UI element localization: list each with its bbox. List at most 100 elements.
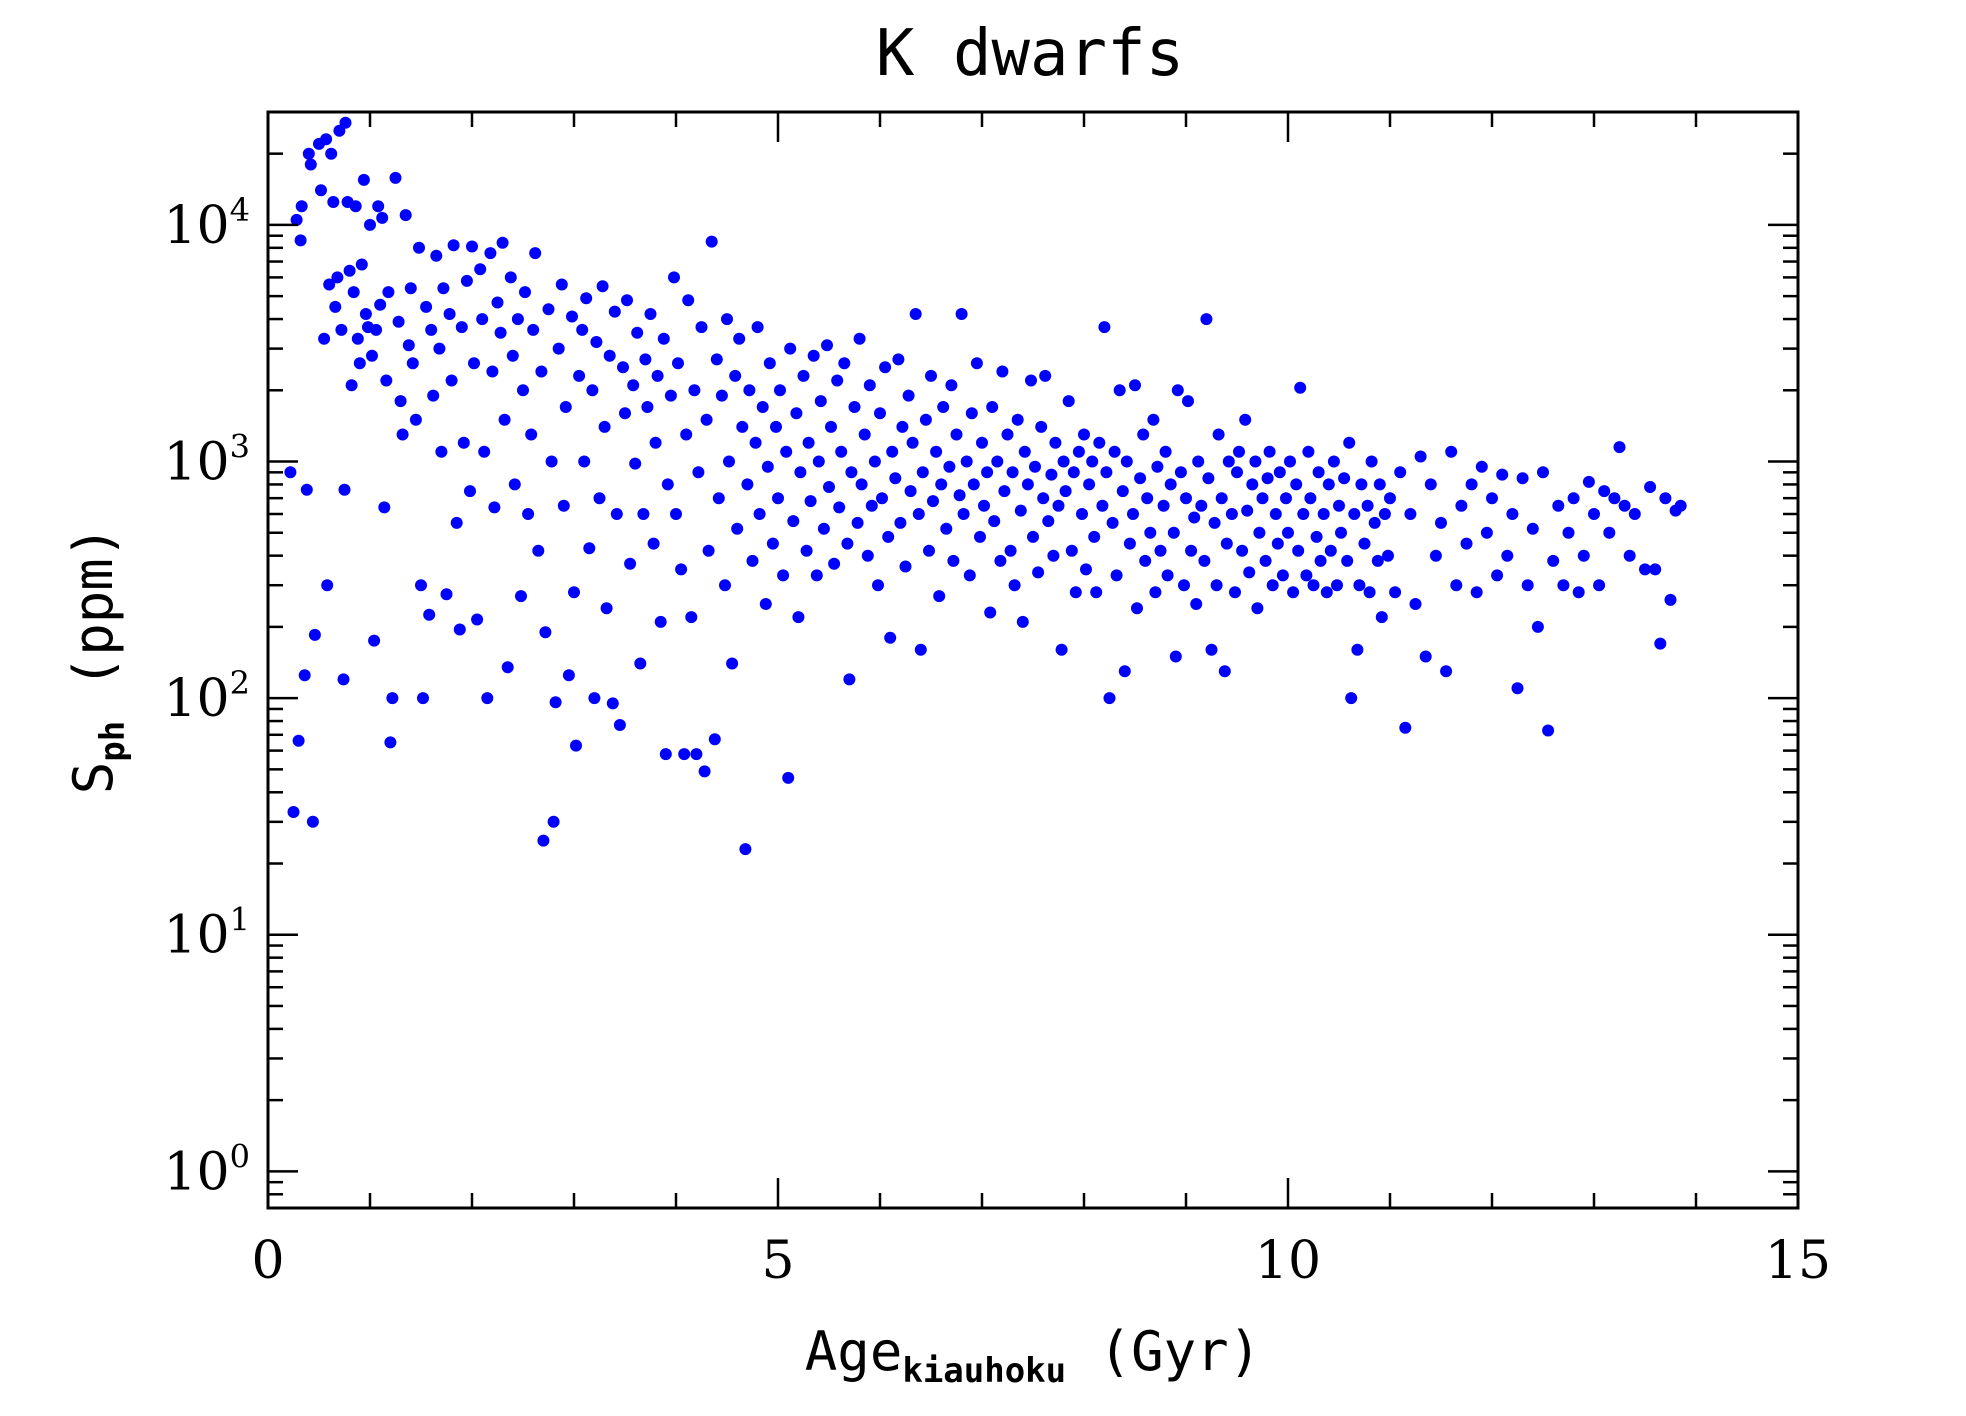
y-axis-label-sub: ph: [93, 721, 133, 762]
data-point: [1496, 468, 1509, 481]
data-point: [1233, 445, 1245, 458]
data-point: [347, 286, 360, 299]
data-point: [970, 357, 983, 370]
data-point: [1253, 526, 1266, 539]
data-point: [494, 326, 507, 339]
data-point: [675, 563, 688, 576]
data-point: [736, 420, 749, 433]
data-point: [733, 332, 746, 345]
data-point: [821, 339, 833, 352]
data-point: [743, 384, 756, 397]
data-point: [810, 569, 823, 582]
data-point: [710, 353, 723, 366]
data-point: [843, 673, 856, 686]
data-point: [1215, 492, 1228, 505]
data-point: [329, 300, 342, 313]
data-point: [1290, 478, 1303, 491]
data-point: [726, 657, 739, 670]
data-point: [712, 492, 725, 505]
data-point: [1382, 549, 1394, 562]
data-point: [692, 466, 705, 479]
data-point: [1419, 650, 1432, 663]
data-point: [695, 321, 708, 334]
data-point: [1249, 455, 1262, 468]
data-point: [909, 308, 922, 320]
data-point: [1016, 615, 1029, 628]
data-point: [498, 413, 511, 426]
data-point: [608, 305, 621, 318]
data-point: [1526, 522, 1539, 535]
data-point: [639, 353, 652, 366]
data-point: [1062, 395, 1075, 408]
data-point: [1440, 665, 1453, 678]
data-point: [453, 623, 466, 636]
data-point: [404, 282, 417, 295]
data-point: [1506, 508, 1519, 520]
data-point: [1404, 508, 1417, 520]
data-point: [955, 308, 968, 320]
data-point: [899, 560, 912, 573]
data-point: [1628, 508, 1641, 520]
data-point: [1236, 544, 1249, 557]
data-point: [1343, 436, 1356, 449]
data-point: [654, 615, 667, 628]
data-point: [1113, 384, 1126, 397]
data-point: [978, 499, 990, 512]
data-point: [382, 286, 395, 299]
data-point: [814, 395, 827, 408]
data-point: [1256, 492, 1269, 505]
data-point: [435, 445, 448, 458]
data-point: [984, 606, 997, 619]
data-point: [624, 557, 637, 570]
y-axis-label-unit: (ppm): [62, 526, 125, 721]
data-point: [1341, 554, 1354, 567]
data-point: [935, 478, 948, 491]
data-point: [488, 501, 501, 514]
data-point: [466, 240, 478, 253]
data-point: [1292, 544, 1305, 557]
data-point: [304, 158, 317, 171]
data-point: [953, 489, 966, 502]
data-point: [1106, 516, 1119, 529]
data-point: [1593, 579, 1606, 592]
data-point: [1011, 413, 1024, 426]
data-point: [455, 321, 468, 334]
data-point: [287, 806, 300, 818]
data-point: [519, 286, 531, 299]
data-point: [1159, 445, 1172, 458]
data-point: [1649, 563, 1662, 576]
data-point: [1157, 499, 1170, 512]
data-point: [1231, 466, 1243, 479]
data-point: [1205, 643, 1218, 656]
data-point: [1307, 579, 1320, 592]
data-point: [702, 544, 715, 557]
data-point: [1059, 485, 1072, 498]
data-point: [351, 332, 364, 345]
data-point: [1394, 466, 1407, 479]
data-point: [460, 274, 473, 287]
data-point: [445, 374, 458, 387]
data-point: [1006, 466, 1019, 479]
data-point: [413, 241, 425, 254]
y-tick-label: 101: [163, 901, 250, 966]
data-point: [555, 278, 568, 291]
data-point: [1208, 516, 1221, 529]
data-point: [1501, 549, 1514, 562]
data-point: [376, 211, 389, 224]
data-point: [668, 271, 680, 284]
data-point: [1567, 492, 1580, 505]
data-point: [1090, 586, 1103, 599]
data-point: [1480, 526, 1493, 539]
data-point: [950, 428, 963, 441]
data-point: [583, 542, 596, 555]
data-point: [576, 323, 589, 336]
data-point: [914, 643, 927, 656]
data-point: [1294, 381, 1307, 394]
data-point: [1027, 530, 1039, 543]
data-point: [1192, 455, 1205, 468]
data-point: [945, 379, 958, 392]
data-point: [996, 365, 1009, 378]
data-point: [772, 492, 784, 505]
data-point: [1151, 460, 1164, 473]
data-point: [349, 200, 362, 213]
